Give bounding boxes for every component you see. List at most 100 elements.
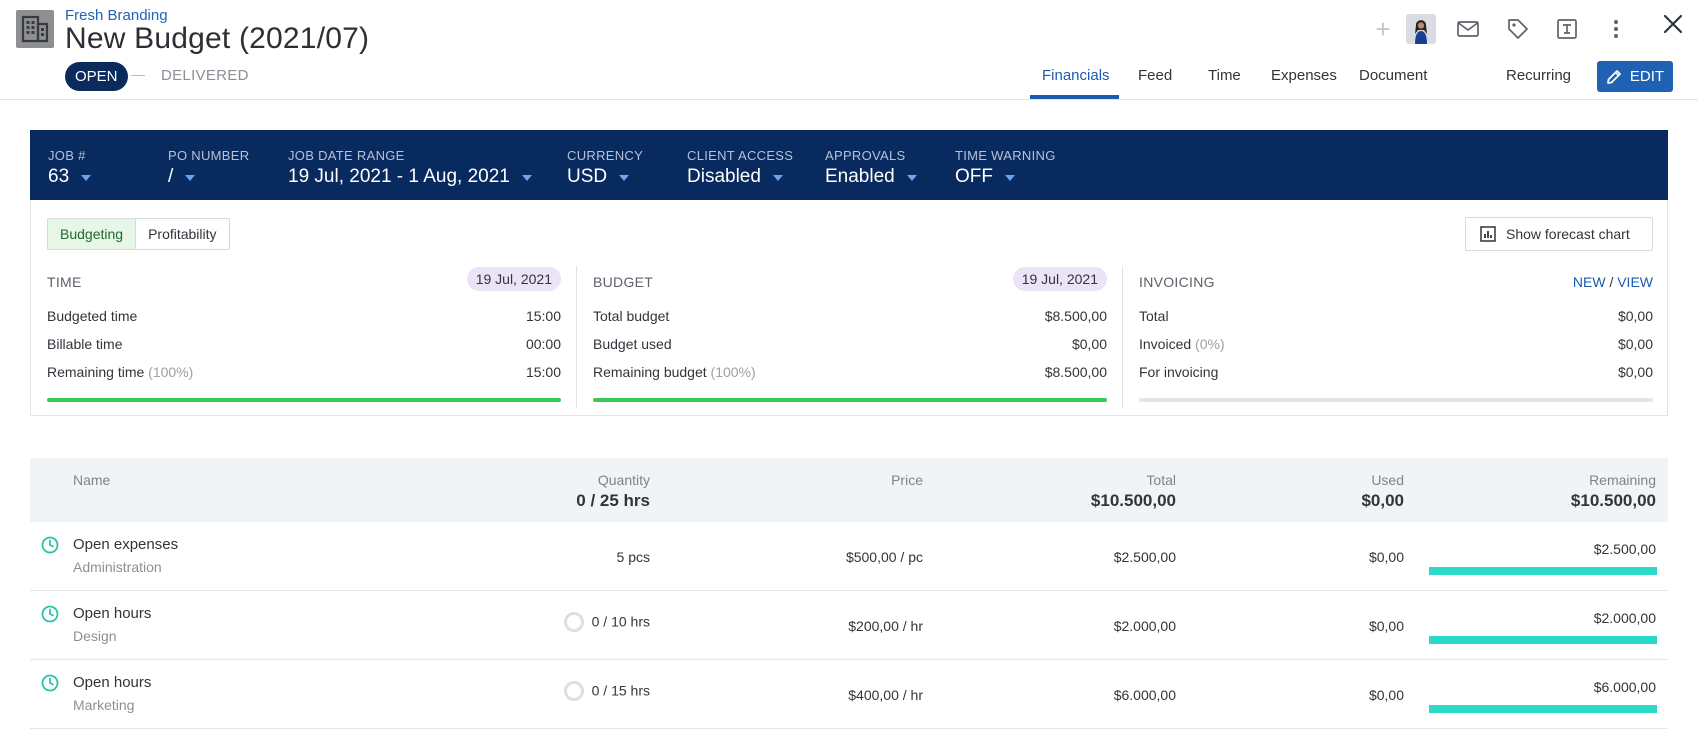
- more-vertical-icon[interactable]: [1602, 14, 1630, 44]
- page-header: Fresh Branding New Budget (2021/07) OPEN…: [0, 0, 1698, 100]
- clock-icon: [41, 536, 59, 554]
- budgeting-toggle[interactable]: Budgeting: [48, 219, 137, 249]
- close-icon[interactable]: [1661, 12, 1685, 36]
- tab-time[interactable]: Time: [1208, 67, 1241, 84]
- link-separator: /: [1609, 274, 1614, 290]
- table-row[interactable]: Open expenses Administration 5 pcs $500,…: [30, 522, 1668, 591]
- column-divider: [1122, 266, 1123, 408]
- remaining-sum: $10.500,00: [1570, 491, 1656, 510]
- row-category: Marketing: [73, 697, 135, 713]
- forecast-label: Show forecast chart: [1506, 226, 1630, 242]
- company-link[interactable]: Fresh Branding: [65, 7, 168, 24]
- summary-row: Remaining budget (100%) $8.500,00: [593, 364, 1107, 380]
- job-number-value: 63: [48, 166, 70, 187]
- row-label: Budgeted time: [47, 308, 138, 324]
- column-used-label: Used: [1371, 472, 1404, 488]
- time-warning-label: TIME WARNING: [955, 148, 1056, 163]
- row-remaining: $6.000,00: [1593, 679, 1656, 695]
- column-price[interactable]: Price: [891, 472, 923, 488]
- column-remaining-label: Remaining: [1589, 472, 1656, 488]
- active-tab-indicator: [1030, 95, 1119, 99]
- used-sum: $0,00: [1361, 491, 1404, 510]
- row-percent: (100%): [148, 364, 194, 380]
- column-name[interactable]: Name: [73, 472, 111, 488]
- profitability-toggle[interactable]: Profitability: [148, 226, 217, 242]
- row-quantity: 5 pcs: [616, 549, 650, 565]
- client-access-label: CLIENT ACCESS: [687, 148, 794, 163]
- row-price: $200,00 / hr: [848, 618, 923, 634]
- summary-row: Remaining time (100%) 15:00: [47, 364, 561, 380]
- quantity-total: 0 / 25 hrs: [576, 491, 650, 510]
- edit-button[interactable]: EDIT: [1597, 61, 1673, 92]
- status-delivered[interactable]: DELIVERED: [161, 67, 249, 84]
- invoicing-summary: INVOICING NEW / VIEW Total $0,00 Invoiced…: [1139, 266, 1653, 406]
- invoicing-progress-bar: [1139, 398, 1653, 402]
- summary-row: Total $0,00: [1139, 308, 1653, 324]
- job-date-range-label: JOB DATE RANGE: [288, 148, 405, 163]
- row-label: Remaining time: [47, 364, 145, 380]
- column-quantity-label: Quantity: [597, 472, 650, 488]
- row-label: For invoicing: [1139, 364, 1219, 380]
- tag-icon[interactable]: [1504, 14, 1532, 44]
- chevron-down-icon: [772, 175, 783, 181]
- row-label: Total: [1139, 308, 1169, 324]
- po-number-field[interactable]: PO NUMBER /: [168, 148, 249, 188]
- view-invoices-link[interactable]: VIEW: [1617, 274, 1653, 290]
- column-total[interactable]: Total $10.500,00: [1091, 472, 1176, 511]
- approvals-field[interactable]: APPROVALS Enabled: [825, 148, 917, 188]
- row-label: Budget used: [593, 336, 672, 352]
- summary-panel: Budgeting Profitability Show forecast ch…: [30, 200, 1668, 416]
- client-access-field[interactable]: CLIENT ACCESS Disabled: [687, 148, 793, 188]
- summary-row: Budget used $0,00: [593, 336, 1107, 352]
- tab-feed[interactable]: Feed: [1138, 67, 1173, 84]
- table-header: Name Quantity 0 / 25 hrs Price Total $10…: [30, 458, 1668, 522]
- status-separator: [131, 75, 145, 76]
- bar-chart-icon: [1480, 226, 1496, 242]
- row-used: $0,00: [1368, 687, 1404, 703]
- status-open-badge[interactable]: OPEN: [65, 62, 128, 91]
- budget-date-badge[interactable]: 19 Jul, 2021: [1012, 267, 1107, 291]
- budget-progress-bar: [593, 398, 1107, 402]
- table-row[interactable]: Open hours Design 0 / 10 hrs $200,00 / h…: [30, 591, 1668, 660]
- plus-icon[interactable]: +: [1375, 14, 1391, 44]
- tab-document[interactable]: Document: [1359, 67, 1428, 84]
- currency-label: CURRENCY: [567, 148, 644, 163]
- time-date-badge[interactable]: 19 Jul, 2021: [466, 267, 561, 291]
- pencil-icon: [1607, 69, 1621, 84]
- row-total: $2.500,00: [1113, 549, 1176, 565]
- budget-summary: BUDGET 19 Jul, 2021 Total budget $8.500,0…: [593, 266, 1107, 406]
- row-price: $500,00 / pc: [845, 549, 923, 565]
- chevron-down-icon: [619, 175, 630, 181]
- currency-field[interactable]: CURRENCY USD: [567, 148, 643, 188]
- remaining-bar: [1429, 705, 1657, 713]
- tab-financials[interactable]: Financials: [1042, 67, 1110, 84]
- row-name: Open hours: [73, 605, 152, 622]
- mail-icon[interactable]: [1454, 14, 1482, 44]
- avatar[interactable]: [1406, 14, 1436, 44]
- tab-expenses[interactable]: Expenses: [1271, 67, 1337, 84]
- column-quantity[interactable]: Quantity 0 / 25 hrs: [576, 472, 650, 511]
- tab-recurring[interactable]: Recurring: [1506, 67, 1572, 84]
- job-number-field[interactable]: JOB # 63: [48, 148, 92, 188]
- time-heading: TIME: [47, 274, 82, 290]
- job-date-range-field[interactable]: JOB DATE RANGE 19 Jul, 2021 - 1 Aug, 202…: [288, 148, 532, 188]
- progress-ring-icon: [563, 681, 584, 701]
- remaining-fill: [1429, 636, 1657, 644]
- row-remaining: $2.500,00: [1593, 541, 1656, 557]
- column-used[interactable]: Used $0,00: [1361, 472, 1404, 511]
- row-value: 00:00: [525, 336, 561, 352]
- column-remaining[interactable]: Remaining $10.500,00: [1571, 472, 1656, 511]
- row-percent: (100%): [710, 364, 756, 380]
- row-label: Billable time: [47, 336, 123, 352]
- approvals-value: Enabled: [825, 166, 895, 187]
- text-field-icon[interactable]: [1553, 14, 1581, 44]
- time-warning-field[interactable]: TIME WARNING OFF: [955, 148, 1056, 188]
- new-invoice-link[interactable]: NEW: [1572, 274, 1606, 290]
- row-value: $8.500,00: [1044, 364, 1107, 380]
- job-number-label: JOB #: [48, 148, 86, 163]
- row-label: Invoiced: [1139, 336, 1192, 352]
- row-name: Open hours: [73, 674, 152, 691]
- view-toggle: Budgeting Profitability: [47, 218, 230, 250]
- show-forecast-chart-button[interactable]: Show forecast chart: [1465, 217, 1653, 251]
- table-row[interactable]: Open hours Marketing 0 / 15 hrs $400,00 …: [30, 660, 1668, 729]
